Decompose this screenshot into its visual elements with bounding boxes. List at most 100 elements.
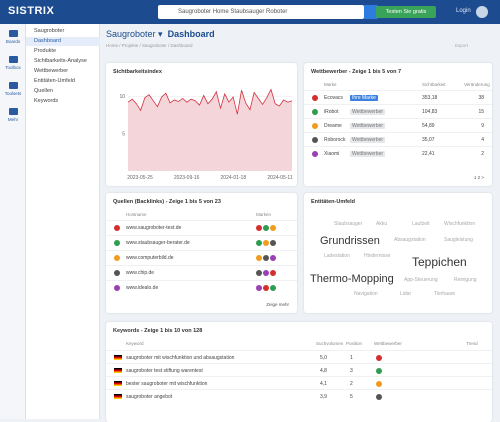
logo[interactable]: SISTRIX: [8, 5, 55, 17]
entity-word[interactable]: Ladestation: [324, 253, 350, 259]
nav-item[interactable]: Toolbox: [0, 56, 26, 70]
login[interactable]: Login: [456, 8, 471, 14]
brand-icon: [312, 150, 318, 157]
nav-item[interactable]: Mehr: [0, 108, 26, 122]
competitor-icon: [376, 393, 382, 400]
brand-tag: Wettbewerber: [350, 151, 386, 157]
nav-item[interactable]: Boards: [0, 30, 26, 44]
brand-icon: [263, 239, 269, 246]
keyword[interactable]: saugroboter angebot: [126, 394, 173, 400]
brand-icon: [256, 269, 262, 276]
brand-name[interactable]: Xiaomi: [324, 151, 340, 157]
brand-name[interactable]: Roborock: [324, 137, 346, 143]
keyword[interactable]: saugroboter test stiftung warentest: [126, 368, 203, 374]
avatar[interactable]: [476, 6, 488, 18]
position: 3: [350, 368, 353, 374]
entity-word[interactable]: Akku: [376, 221, 388, 227]
pager[interactable]: 1 2 >: [473, 175, 484, 180]
menu-item[interactable]: Sichtbarkeits-Analyse: [34, 58, 87, 64]
brand-icon: [270, 254, 276, 261]
hostname[interactable]: www.chip.de: [126, 270, 155, 276]
entity-word[interactable]: Hindernisse: [364, 253, 391, 259]
more-link[interactable]: Zeige mehr: [266, 302, 289, 307]
entity-word[interactable]: Wischfunktion: [444, 221, 476, 227]
brand-name[interactable]: Ecovacs: [324, 95, 343, 101]
table-row: Xiaomi Wettbewerber 22,41 2: [304, 146, 492, 160]
table-row: saugroboter angebot 3,9 5: [106, 389, 492, 403]
brand-tag: Wettbewerber: [350, 109, 386, 115]
breadcrumb: Home / Projekte / Saugroboter / Dashboar…: [106, 43, 193, 48]
menu-item[interactable]: Quellen: [34, 88, 53, 94]
menu-item[interactable]: Entitäten-Umfeld: [34, 78, 75, 84]
brand-icon: [270, 224, 276, 231]
brand-icon: [270, 239, 276, 246]
search-button[interactable]: [364, 5, 378, 19]
table-row: www.chip.de: [106, 265, 297, 279]
brand-icon: [270, 269, 276, 276]
brand-icon: [256, 254, 262, 261]
hostname[interactable]: www.computerbild.de: [126, 255, 174, 261]
brand-icon: [312, 122, 318, 129]
brand-name[interactable]: iRobot: [324, 109, 339, 115]
project[interactable]: Saugroboter: [106, 29, 156, 39]
site-icon: [114, 254, 120, 261]
export[interactable]: Export: [455, 43, 469, 48]
entity-word[interactable]: Staubsauger: [334, 221, 363, 227]
hostname[interactable]: www.saugroboter-test.de: [126, 225, 182, 231]
table-row: Ecovacs Ihre Marke 353,18 38: [304, 90, 492, 104]
entity-word[interactable]: Thermo-Mopping: [310, 273, 394, 285]
visibility-chart: 5 10 2023-05-25 2023-09-16 2024-01-18 2024-05…: [119, 88, 293, 181]
menu-item[interactable]: Produkte: [34, 48, 57, 54]
entity-word[interactable]: Saugleistung: [444, 237, 473, 243]
brand-name[interactable]: Dreame: [324, 123, 342, 129]
menu-item[interactable]: Dashboard: [26, 37, 100, 46]
nav-label: Toolsets: [4, 91, 22, 96]
entity-word[interactable]: Navigation: [354, 291, 378, 297]
menu-item[interactable]: Saugroboter: [34, 28, 65, 34]
column-header: Keyword: [126, 341, 144, 346]
site-icon: [114, 224, 120, 231]
change-value: 9: [481, 123, 484, 129]
site-icon: [114, 239, 120, 246]
x-tick-label: 2023-05-25: [127, 175, 153, 181]
menu-item[interactable]: Wettbewerber: [34, 68, 69, 74]
brand-tag: Ihre Marke: [350, 95, 378, 101]
column-header: Marken: [256, 212, 272, 217]
entity-word[interactable]: Laufzeit: [412, 221, 430, 227]
line: [127, 88, 293, 115]
entity-word[interactable]: Tierhaare: [434, 291, 456, 297]
hostname[interactable]: www.idealo.de: [126, 285, 159, 291]
brand-icon: [270, 284, 276, 291]
nav-icon: [8, 30, 18, 37]
search-box[interactable]: Saugroboter Home Staubsauger Roboter: [158, 5, 364, 19]
trial-button[interactable]: Testen Sie gratis: [376, 6, 436, 18]
menu-item[interactable]: Keywords: [34, 98, 59, 104]
entity-word[interactable]: Reinigung: [454, 277, 477, 283]
hostname[interactable]: www.staubsauger-berater.de: [126, 240, 190, 246]
entity-word[interactable]: Lidar: [400, 291, 412, 297]
brand-icon: [312, 94, 318, 101]
table-row: bester saugroboter mit wischfunktion 4,1 2: [106, 376, 492, 390]
area: [128, 89, 292, 171]
brand-icon: [312, 136, 318, 143]
brand-icon: [263, 254, 269, 261]
keyword[interactable]: saugroboter mit wischfunktion und absaug…: [126, 355, 235, 361]
table-row: saugroboter test stiftung warentest 4,8 3: [106, 363, 492, 377]
nav-label: Boards: [5, 39, 21, 44]
entity-word[interactable]: Grundrissen: [320, 235, 380, 247]
volume: 3,9: [320, 394, 327, 400]
entity-word[interactable]: App-Steuerung: [404, 277, 438, 283]
entity-word[interactable]: Teppichen: [412, 255, 467, 269]
entity-word[interactable]: Absaugstation: [394, 237, 426, 243]
top-bar: SISTRIX Saugroboter Home Staubsauger Rob…: [0, 0, 500, 24]
page-title: Saugroboter ▾ Dashboard: [106, 29, 215, 39]
title: Dashboard: [167, 29, 215, 39]
x-tick-label: 2024-05-11: [267, 175, 292, 181]
card-title: Keywords - Zeige 1 bis 10 von 128: [113, 328, 203, 334]
visibility-value: 54,89: [422, 123, 435, 129]
entities-card: Entitäten-Umfeld Staubsauger Akku Laufzeit…: [304, 193, 492, 313]
keyword[interactable]: bester saugroboter mit wischfunktion: [126, 381, 208, 387]
brand-tag: Wettbewerber: [350, 123, 386, 129]
nav-item[interactable]: Toolsets: [0, 82, 26, 96]
nav-icon: [8, 82, 18, 89]
